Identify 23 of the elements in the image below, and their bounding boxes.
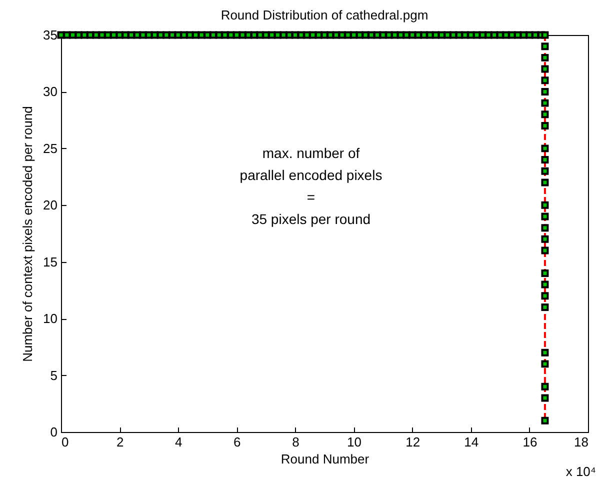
chart-title: Round Distribution of cathedral.pgm [220, 7, 428, 22]
x-tick-label: 0 [62, 434, 69, 450]
y-tick-label: 10 [43, 311, 58, 326]
text: x 10⁴ [566, 464, 596, 479]
x-tick-label: 12 [406, 434, 420, 450]
x-tick-label: 6 [234, 434, 241, 450]
y-tick-label: 0 [50, 424, 58, 440]
y-axis-title: Number of context pixels encoded per round [20, 106, 36, 362]
x-tick-label: 14 [464, 434, 479, 450]
x-tick-label: 18 [574, 434, 588, 450]
x-tick-label: 4 [174, 434, 182, 450]
annotation: max. number of parallel encoded pixels = 35 pixels per round [240, 145, 382, 227]
y-tick-label: 20 [43, 198, 58, 213]
y-tick-label: 25 [43, 140, 58, 156]
x-tick-label: 10 [347, 434, 362, 450]
y-tick-label: 35 [43, 28, 58, 42]
x-axis-title: Round Number [280, 452, 370, 466]
y-tick-label: 30 [43, 84, 58, 100]
y-tick-label: 5 [50, 368, 58, 383]
x-tick-label: 2 [116, 434, 124, 450]
x-tick-label: 16 [522, 434, 538, 450]
y-tick-label: 15 [43, 254, 58, 270]
x-tick-label: 8 [292, 434, 300, 450]
